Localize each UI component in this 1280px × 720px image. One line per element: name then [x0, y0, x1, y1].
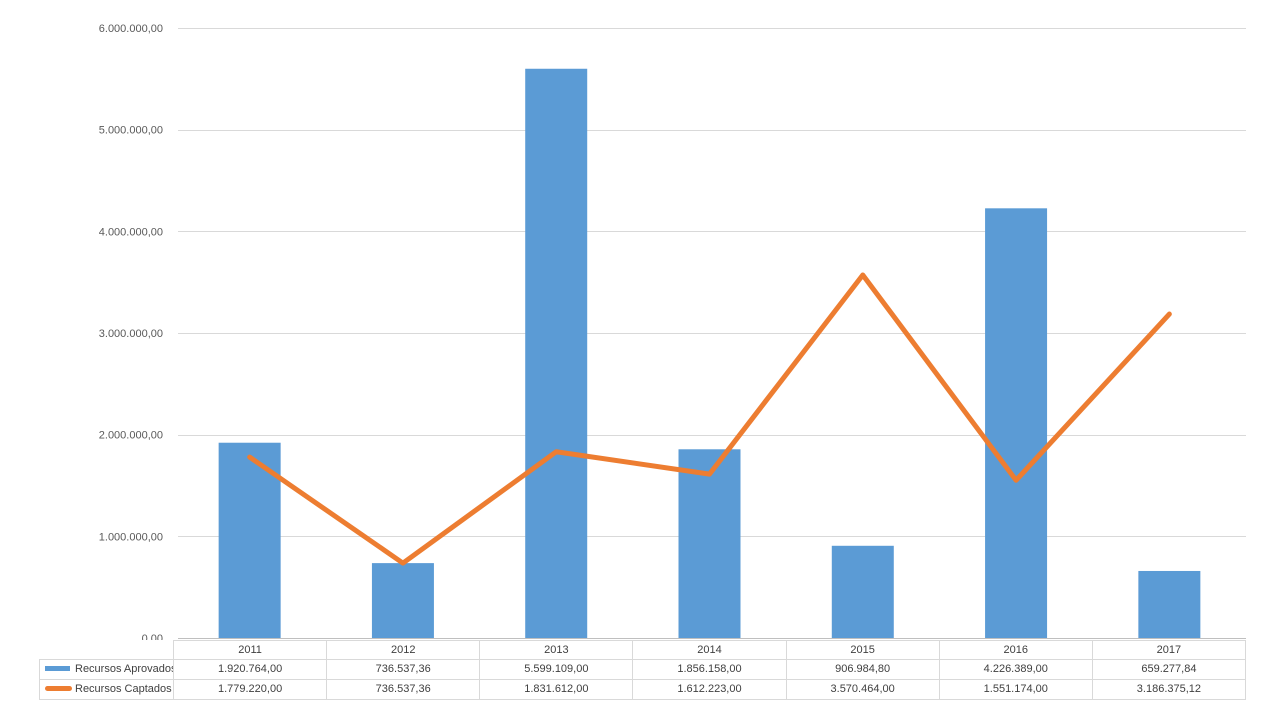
value-cell: 906.984,80 — [785, 659, 940, 680]
legend-recursos-captados: Recursos Captados — [39, 679, 174, 700]
plot-area: 6.000.000,00 5.000.000,00 4.000.000,00 3.00… — [99, 23, 1246, 640]
value-cell: 5.599.109,00 — [479, 659, 634, 680]
value-cell: 1.612.223,00 — [632, 679, 787, 700]
value-cell: 4.226.389,00 — [938, 659, 1093, 680]
value-cell: 736.537,36 — [326, 659, 481, 680]
bar-2015 — [831, 545, 894, 638]
value-cell: 1.856.158,00 — [632, 659, 787, 680]
y-axis-tick-label: 5.000.000,00 — [99, 125, 163, 137]
legend-label-aprovados: Recursos Aprovados — [75, 663, 174, 675]
bar-2011 — [218, 442, 281, 638]
value-cell: 3.186.375,12 — [1091, 679, 1247, 700]
value-cell: 1.920.764,00 — [172, 659, 328, 680]
bar-2012 — [371, 563, 434, 638]
y-axis-tick-label: 6.000.000,00 — [99, 23, 163, 35]
line-series-swatch-icon — [45, 685, 72, 691]
value-cell: 659.277,84 — [1091, 659, 1247, 680]
legend-spacer — [40, 641, 174, 660]
series-row-captados: Recursos Captados 1.779.220,00 736.537,36… — [39, 679, 1247, 700]
legend-recursos-aprovados: Recursos Aprovados — [39, 659, 174, 680]
value-cell: 1.779.220,00 — [172, 679, 328, 700]
bar-series-swatch-icon — [45, 665, 70, 671]
year-cell: 2013 — [479, 640, 634, 660]
value-cell: 3.570.464,00 — [785, 679, 940, 700]
legend-label-captados: Recursos Captados — [75, 683, 172, 695]
bar-2013 — [525, 68, 588, 638]
value-cell: 1.551.174,00 — [938, 679, 1093, 700]
bar-2016 — [985, 208, 1048, 638]
year-cell: 2017 — [1091, 640, 1247, 660]
series-row-aprovados: Recursos Aprovados 1.920.764,00 736.537,3… — [39, 659, 1247, 680]
year-cell: 2016 — [938, 640, 1093, 660]
line-series — [247, 272, 1172, 566]
year-row: 2011 2012 2013 2014 2015 2016 2017 — [40, 640, 1247, 660]
value-cell: 736.537,36 — [326, 679, 481, 700]
y-axis-tick-label: 0,00 — [142, 633, 163, 640]
year-cell: 2011 — [172, 640, 328, 660]
y-axis-tick-label: 1.000.000,00 — [99, 531, 163, 543]
year-cell: 2012 — [326, 640, 481, 660]
data-table: 2011 2012 2013 2014 2015 2016 2017 Recursos Ap… — [39, 640, 1247, 700]
bar-2014 — [678, 449, 741, 638]
y-axis-tick-label: 4.000.000,00 — [99, 226, 163, 238]
year-cell: 2015 — [785, 640, 940, 660]
y-axis-tick-label: 2.000.000,00 — [99, 430, 163, 442]
bar-2017 — [1138, 570, 1201, 638]
year-cell: 2014 — [632, 640, 787, 660]
y-axis-tick-label: 3.000.000,00 — [99, 328, 163, 340]
value-cell: 1.831.612,00 — [479, 679, 634, 700]
